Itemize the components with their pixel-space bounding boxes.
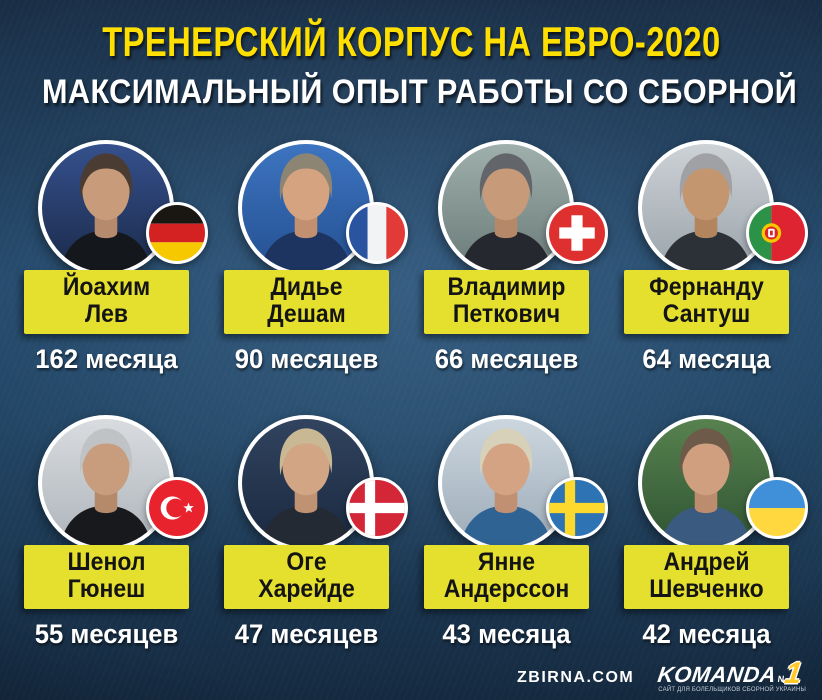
page-title: ТРЕНЕРСКИЙ КОРПУС НА ЕВРО-2020	[0, 18, 822, 66]
coach-months: 162 месяца	[35, 344, 178, 374]
coach-photo	[438, 415, 574, 551]
flag-switzerland-icon	[546, 202, 608, 264]
coach-months: 43 месяца	[442, 619, 571, 649]
coach-name: Йоахим Лев	[24, 270, 189, 334]
coach-months: 42 месяца	[642, 619, 771, 649]
coach-card-deschamps: Дидье Дешам 90 месяцев	[224, 140, 408, 375]
coach-months: 47 месяцев	[234, 619, 379, 649]
coach-photo	[438, 140, 574, 276]
flag-turkey-icon	[146, 477, 208, 539]
coach-months: 66 месяцев	[434, 344, 579, 374]
coach-name: Андрей Шевченко	[624, 545, 789, 609]
coach-row-2: Шенол Гюнеш 55 месяцев Оге Харейде	[24, 415, 808, 650]
komanda1-logo-one: 1	[782, 657, 805, 690]
komanda1-logo-word: KOMANDA	[656, 662, 779, 687]
page-subtitle: МАКСИМАЛЬНЫЙ ОПЫТ РАБОТЫ СО СБОРНОЙ	[0, 66, 822, 112]
coach-months: 64 месяца	[642, 344, 771, 374]
coach-photo-wrap	[24, 415, 208, 551]
komanda1-logo-row: KOMANDA N 1	[656, 657, 805, 690]
footer: ZBIRNA.COM KOMANDA N 1 САЙТ ДЛЯ БОЛЕЛЬЩИ…	[517, 657, 806, 693]
komanda1-logo-tagline: САЙТ ДЛЯ БОЛЕЛЬЩИКОВ СБОРНОЙ УКРАИНЫ	[658, 687, 806, 693]
coach-photo-wrap	[24, 140, 208, 276]
coach-photo-wrap	[224, 140, 408, 276]
coach-months: 90 месяцев	[234, 344, 379, 374]
header: ТРЕНЕРСКИЙ КОРПУС НА ЕВРО-2020 МАКСИМАЛЬ…	[0, 18, 822, 112]
coach-name: Фернанду Сантуш	[624, 270, 789, 334]
coach-card-hareide: Оге Харейде 47 месяцев	[224, 415, 408, 650]
coach-card-petkovic: Владимир Петкович 66 месяцев	[424, 140, 608, 375]
coach-photo-wrap	[624, 415, 808, 551]
flag-ukraine-icon	[746, 477, 808, 539]
coach-name: Шенол Гюнеш	[24, 545, 189, 609]
flag-portugal-icon	[746, 202, 808, 264]
coach-card-shevchenko: Андрей Шевченко 42 месяца	[624, 415, 808, 650]
coach-photo	[38, 140, 174, 276]
coach-name: Янне Андерссон	[424, 545, 589, 609]
flag-sweden-icon	[546, 477, 608, 539]
komanda1-logo: KOMANDA N 1 САЙТ ДЛЯ БОЛЕЛЬЩИКОВ СБОРНОЙ…	[656, 657, 806, 693]
coach-photo	[638, 415, 774, 551]
coach-name: Оге Харейде	[224, 545, 389, 609]
coach-photo	[38, 415, 174, 551]
flag-france-icon	[346, 202, 408, 264]
page-subtitle-text: МАКСИМАЛЬНЫЙ ОПЫТ РАБОТЫ СО СБОРНОЙ	[41, 73, 798, 111]
flag-germany-icon	[146, 202, 208, 264]
coach-card-santos: Фернанду Сантуш 64 месяца	[624, 140, 808, 375]
coach-photo-wrap	[224, 415, 408, 551]
flag-denmark-icon	[346, 477, 408, 539]
coach-row-1: Йоахим Лев 162 месяца Дидье Дешам	[24, 140, 808, 375]
coach-grid: Йоахим Лев 162 месяца Дидье Дешам	[24, 140, 808, 650]
coach-photo-wrap	[424, 415, 608, 551]
coach-photo	[638, 140, 774, 276]
coach-photo	[238, 140, 374, 276]
coach-card-lev: Йоахим Лев 162 месяца	[24, 140, 208, 375]
coach-photo	[238, 415, 374, 551]
coach-card-andersson: Янне Андерссон 43 месяца	[424, 415, 608, 650]
coach-photo-wrap	[424, 140, 608, 276]
coach-photo-wrap	[624, 140, 808, 276]
page-title-text: ТРЕНЕРСКИЙ КОРПУС НА ЕВРО-2020	[101, 18, 721, 65]
coach-card-gunes: Шенол Гюнеш 55 месяцев	[24, 415, 208, 650]
zbirna-watermark: ZBIRNA.COM	[517, 669, 635, 686]
coach-months: 55 месяцев	[34, 619, 179, 649]
coach-name: Дидье Дешам	[224, 270, 389, 334]
coach-name: Владимир Петкович	[424, 270, 589, 334]
